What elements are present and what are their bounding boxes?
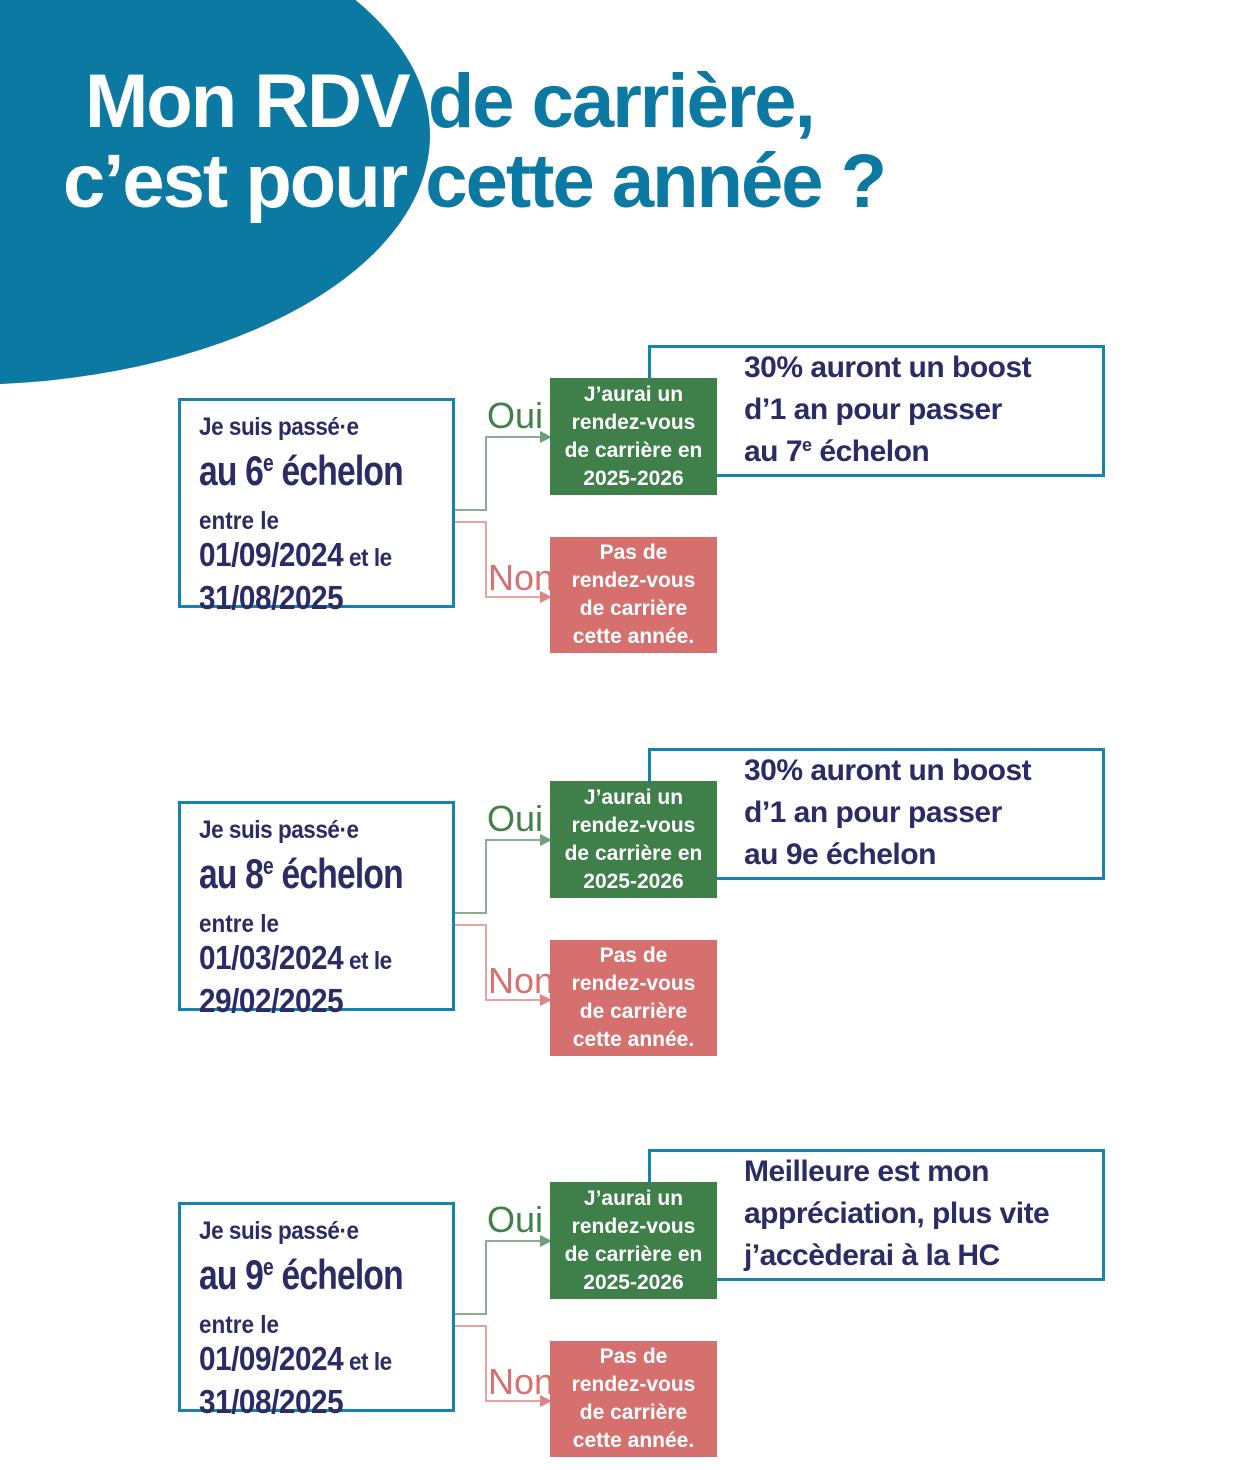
outcome-line-3: au 7e échelon: [744, 434, 930, 468]
condition-date-1: 01/09/2024 et le: [199, 536, 392, 573]
condition-echelon: au 6e échelon: [199, 447, 404, 494]
section-echelon-8: 30% auront un boost d’1 an pour passer a…: [0, 748, 1241, 1070]
outcome-line-3: j’accèderai à la HC: [744, 1238, 1000, 1272]
outcome-line-2: d’1 an pour passer: [744, 795, 1002, 829]
condition-echelon: au 8e échelon: [199, 850, 404, 897]
yes-label: Oui: [487, 798, 544, 839]
outcome-line-1: Meilleure est mon: [744, 1154, 989, 1188]
outcome-box: 30% auront un boost d’1 an pour passer a…: [648, 345, 1105, 477]
title-line-2-white: c’est pour cette année ?: [63, 139, 430, 224]
condition-box: Je suis passé·e au 9e échelon entre le 0…: [178, 1202, 455, 1420]
condition-date-2: 31/08/2025: [199, 579, 344, 616]
page-title-overlay: Mon RDV de carrière, c’est pour cette an…: [0, 62, 430, 222]
yes-label: Oui: [487, 395, 544, 436]
title-line-1-white: Mon RDV de carrière,: [85, 59, 430, 144]
outcome-text: Meilleure est mon appréciation, plus vit…: [651, 1151, 1050, 1280]
rdv-no-box: Pas de rendez-vous de carrière cette ann…: [550, 940, 717, 1056]
outcome-text: 30% auront un boost d’1 an pour passer a…: [651, 347, 1032, 476]
condition-entre: entre le: [199, 507, 280, 535]
section-echelon-9: Meilleure est mon appréciation, plus vit…: [0, 1149, 1241, 1470]
yes-connector: [455, 1235, 552, 1315]
no-label: Non: [488, 1361, 555, 1402]
rdv-yes-box: J’aurai un rendez-vous de carrière en 20…: [550, 1182, 717, 1299]
condition-intro: Je suis passé·e: [199, 413, 359, 441]
yes-connector: [455, 834, 552, 914]
condition-date-2: 31/08/2025: [199, 1383, 344, 1420]
outcome-line-2: d’1 an pour passer: [744, 392, 1002, 426]
condition-echelon: au 9e échelon: [199, 1251, 404, 1298]
condition-entre: entre le: [199, 1311, 280, 1339]
rdv-yes-box: J’aurai un rendez-vous de carrière en 20…: [550, 378, 717, 495]
condition-intro: Je suis passé·e: [199, 816, 359, 844]
yes-label: Oui: [487, 1199, 544, 1240]
no-label: Non: [488, 557, 555, 598]
condition-box: Je suis passé·e au 6e échelon entre le 0…: [178, 398, 455, 616]
condition-entre: entre le: [199, 910, 280, 938]
outcome-box: Meilleure est mon appréciation, plus vit…: [648, 1149, 1105, 1281]
outcome-text: 30% auront un boost d’1 an pour passer a…: [651, 750, 1032, 879]
condition-box: Je suis passé·e au 8e échelon entre le 0…: [178, 801, 455, 1019]
condition-date-1: 01/03/2024 et le: [199, 939, 392, 976]
condition-intro: Je suis passé·e: [199, 1217, 359, 1245]
outcome-line-1: 30% auront un boost: [744, 753, 1032, 787]
condition-date-1: 01/09/2024 et le: [199, 1340, 392, 1377]
outcome-box: 30% auront un boost d’1 an pour passer a…: [648, 748, 1105, 880]
header-blob: Mon RDV de carrière, c’est pour cette an…: [0, 0, 430, 385]
outcome-line-3: au 9e échelon: [744, 837, 936, 871]
rdv-no-box: Pas de rendez-vous de carrière cette ann…: [550, 537, 717, 653]
condition-date-2: 29/02/2025: [199, 982, 344, 1019]
rdv-no-box: Pas de rendez-vous de carrière cette ann…: [550, 1341, 717, 1457]
section-echelon-6: 30% auront un boost d’1 an pour passer a…: [0, 345, 1241, 667]
yes-connector: [455, 431, 552, 511]
no-label: Non: [488, 960, 555, 1001]
outcome-line-2: appréciation, plus vite: [744, 1196, 1050, 1230]
rdv-yes-box: J’aurai un rendez-vous de carrière en 20…: [550, 781, 717, 898]
outcome-line-1: 30% auront un boost: [744, 350, 1032, 384]
